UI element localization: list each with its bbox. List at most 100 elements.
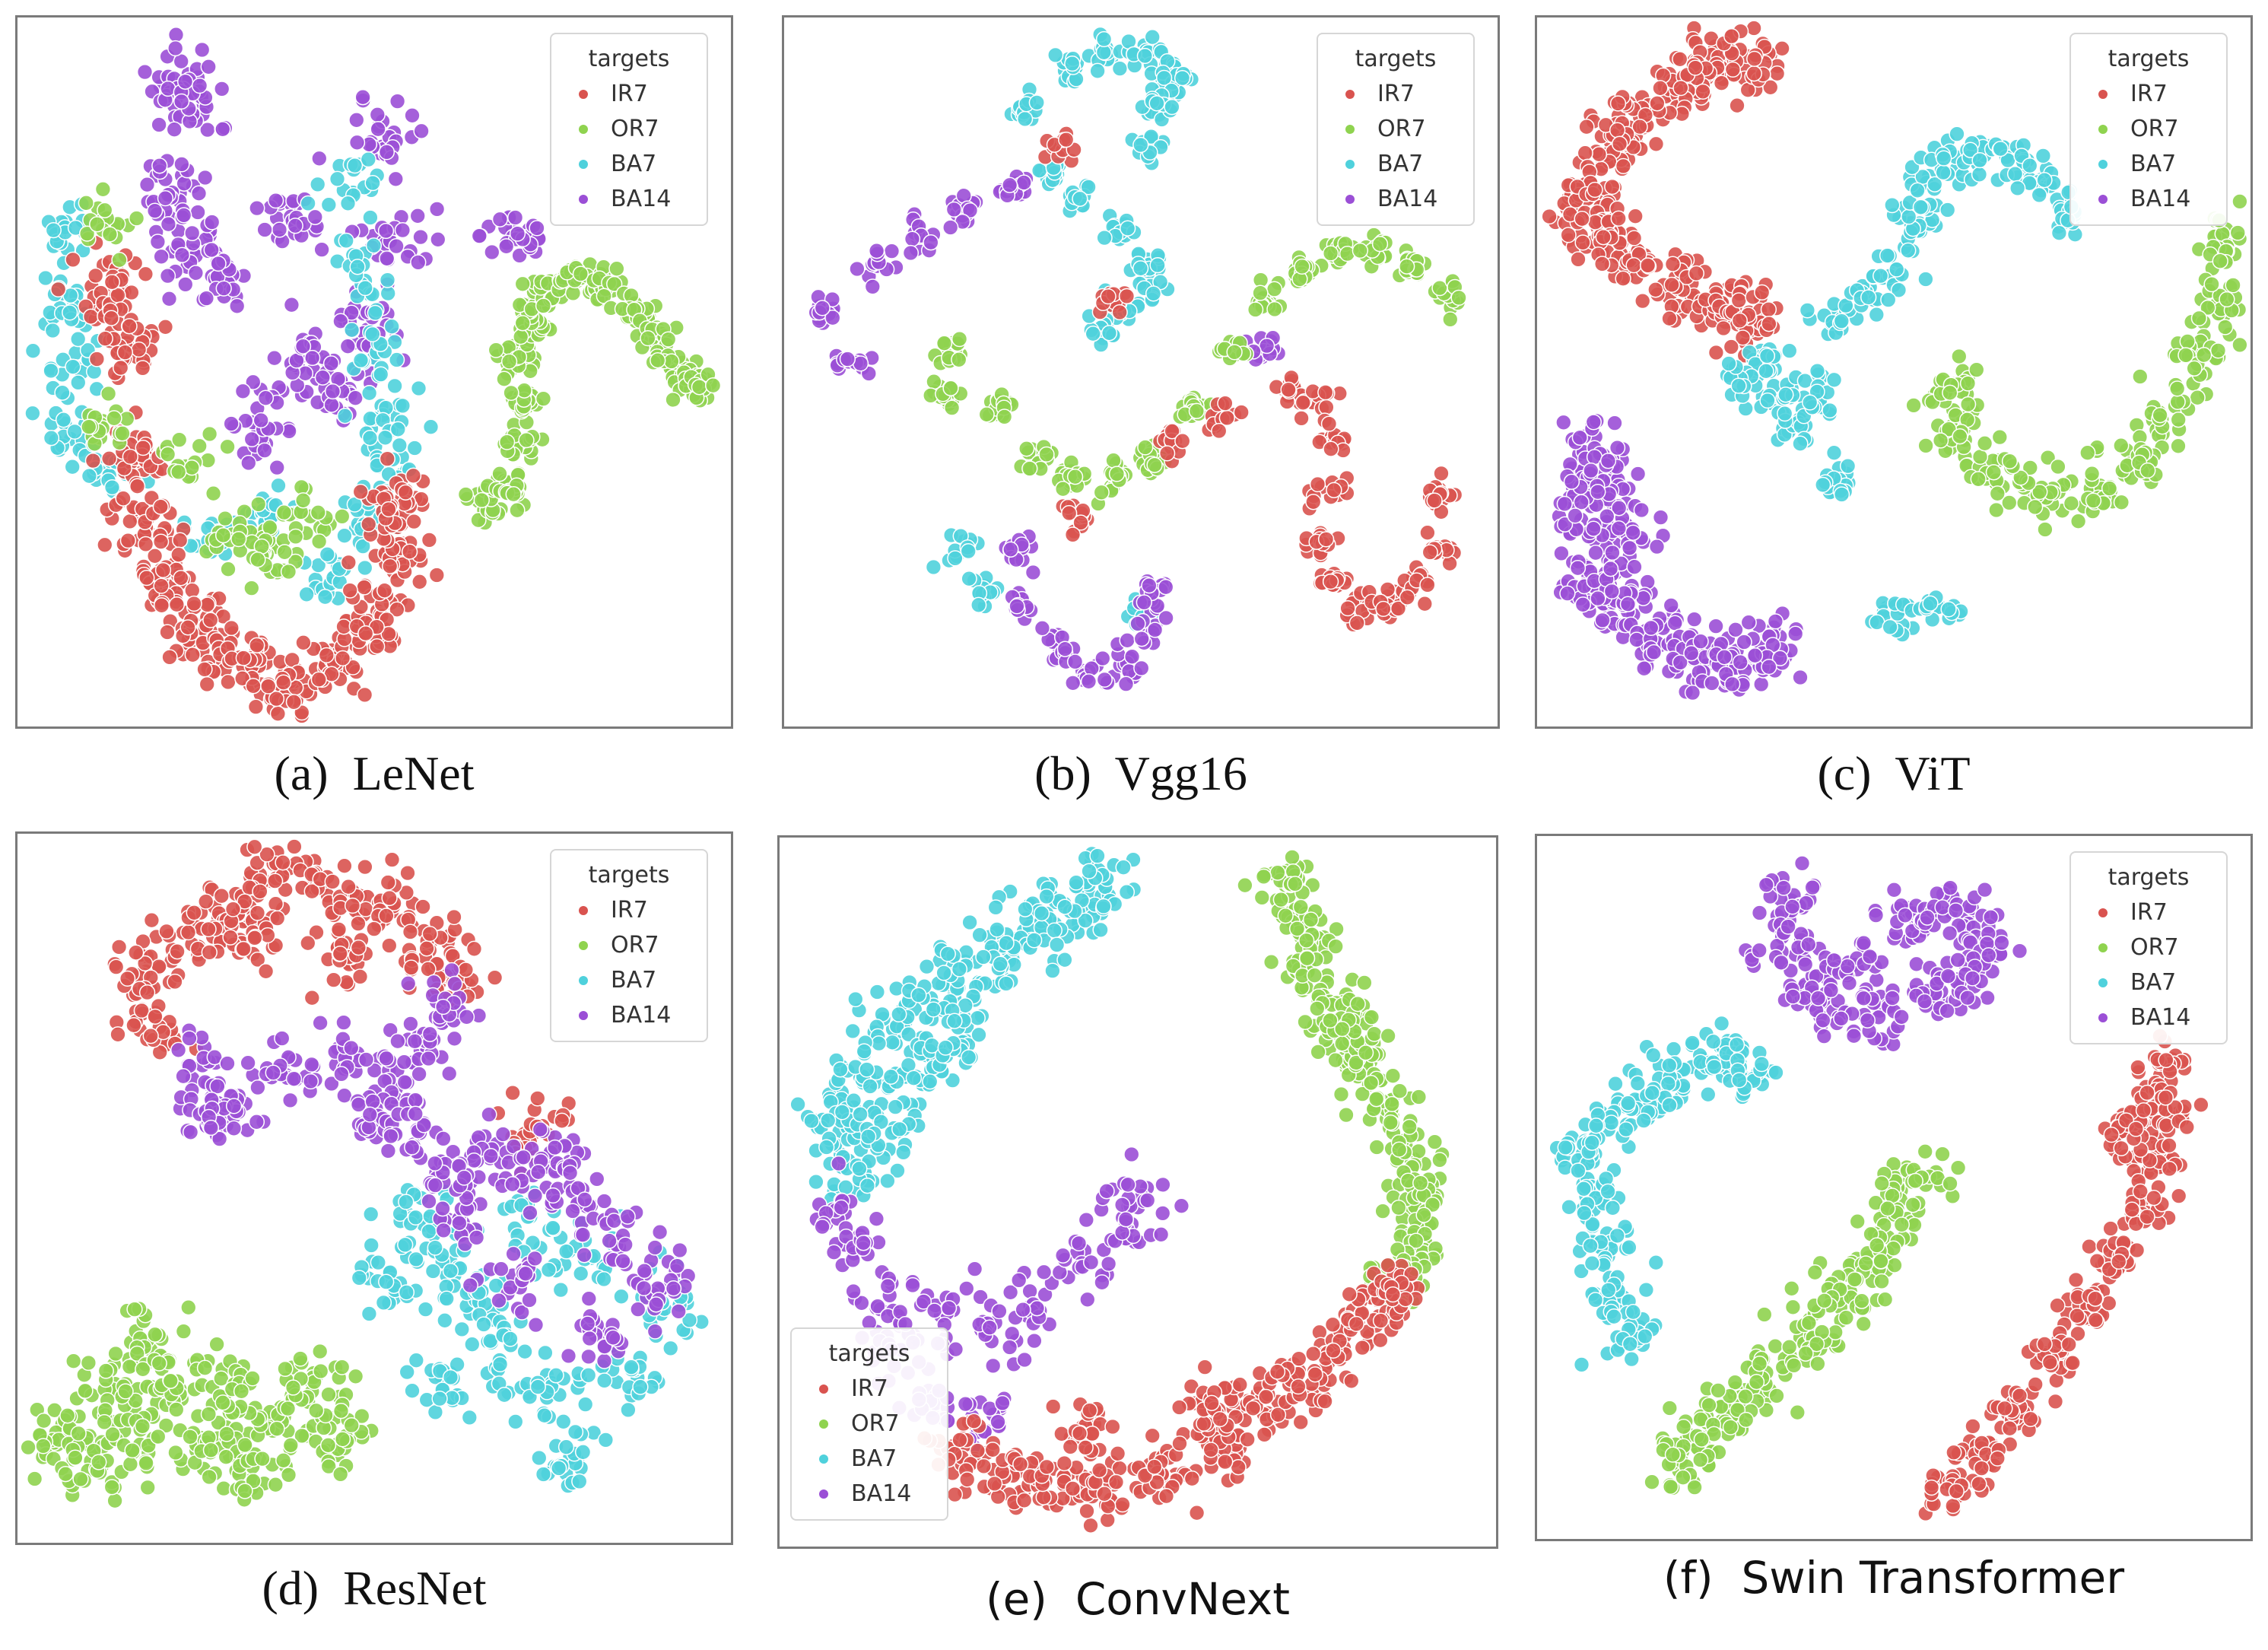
data-point-ba7 xyxy=(1949,126,1965,142)
data-point-ir7 xyxy=(1609,122,1626,138)
data-point-or7 xyxy=(606,275,623,293)
legend-marker xyxy=(2098,160,2108,169)
data-point-ir7 xyxy=(1348,615,1365,631)
data-point-ba7 xyxy=(620,1401,637,1419)
data-point-ba14 xyxy=(1633,501,1650,519)
data-point-ba7 xyxy=(81,468,98,485)
data-point-or7 xyxy=(1917,437,1934,454)
data-point-ir7 xyxy=(1713,75,1730,91)
data-point-ir7 xyxy=(1064,526,1082,543)
data-point-ba14 xyxy=(209,1078,226,1095)
data-point-ba14 xyxy=(1065,675,1082,691)
data-point-ba7 xyxy=(336,527,353,544)
data-point-ba14 xyxy=(428,201,446,218)
scatter-plot-a xyxy=(24,27,722,724)
data-point-ba14 xyxy=(1787,625,1804,642)
data-point-ba14 xyxy=(311,150,328,167)
data-point-ba14 xyxy=(149,234,167,250)
data-point-ba7 xyxy=(536,1407,553,1424)
data-point-ba14 xyxy=(868,243,885,259)
data-point-ba14 xyxy=(670,1303,687,1320)
legend-label: BA14 xyxy=(2130,186,2191,212)
data-point-ir7 xyxy=(340,554,357,571)
data-point-ba7 xyxy=(66,423,83,440)
data-point-ba7 xyxy=(535,1466,552,1483)
data-point-or7 xyxy=(2037,521,2054,538)
data-point-ir7 xyxy=(1326,482,1342,498)
data-point-or7 xyxy=(1399,258,1415,275)
data-point-ir7 xyxy=(50,281,67,298)
data-point-ir7 xyxy=(350,915,367,932)
data-point-ba7 xyxy=(364,174,381,192)
data-point-ba14 xyxy=(605,1329,621,1346)
data-point-ba7 xyxy=(397,1236,414,1254)
legend-marker xyxy=(1345,90,1355,99)
data-point-ir7 xyxy=(1672,51,1688,68)
data-point-ba14 xyxy=(580,1315,596,1332)
data-point-ba7 xyxy=(464,1336,481,1353)
data-point-ba7 xyxy=(1815,476,1831,494)
data-point-ba14 xyxy=(517,1265,534,1282)
data-point-ba7 xyxy=(378,1273,395,1290)
data-point-ir7 xyxy=(110,1026,126,1043)
data-point-ba14 xyxy=(415,1117,433,1133)
data-point-ir7 xyxy=(428,567,445,583)
data-point-ba14 xyxy=(151,116,167,133)
data-point-ba7 xyxy=(408,1251,424,1268)
data-point-or7 xyxy=(1450,289,1467,307)
data-point-ba7 xyxy=(316,589,334,606)
legend-label: OR7 xyxy=(611,116,659,142)
data-point-ba7 xyxy=(548,1367,564,1384)
data-point-ba7 xyxy=(453,1321,470,1338)
data-point-ba7 xyxy=(349,259,366,275)
data-point-or7 xyxy=(1371,236,1389,253)
data-point-ir7 xyxy=(142,1028,159,1044)
data-point-ba7 xyxy=(442,1369,459,1386)
data-point-ba14 xyxy=(1569,560,1587,577)
data-point-ba7 xyxy=(62,304,78,321)
data-point-ba14 xyxy=(546,1139,564,1156)
data-point-ba14 xyxy=(636,1262,653,1280)
data-point-ba14 xyxy=(647,1296,665,1313)
data-point-ba14 xyxy=(177,276,194,293)
data-point-ir7 xyxy=(152,533,170,550)
data-point-ba14 xyxy=(202,1119,220,1137)
data-point-or7 xyxy=(2001,453,2019,469)
data-point-ba7 xyxy=(363,1237,380,1254)
data-point-ba14 xyxy=(1609,439,1626,456)
data-point-ir7 xyxy=(369,638,386,655)
data-point-ir7 xyxy=(411,574,428,590)
data-point-ba14 xyxy=(146,202,164,219)
data-point-ir7 xyxy=(1672,79,1689,97)
data-point-ba7 xyxy=(1758,348,1776,364)
data-point-ba14 xyxy=(1583,462,1599,479)
data-point-ba7 xyxy=(376,429,394,446)
data-point-ir7 xyxy=(1687,59,1704,76)
data-point-or7 xyxy=(2177,347,2194,364)
data-point-ir7 xyxy=(202,612,219,628)
data-point-ba7 xyxy=(44,322,61,339)
data-point-ir7 xyxy=(137,536,154,553)
data-point-ir7 xyxy=(402,924,419,940)
data-point-or7 xyxy=(2139,462,2156,479)
data-point-ba14 xyxy=(1643,619,1660,637)
data-point-ir7 xyxy=(399,864,416,882)
data-point-ba14 xyxy=(1002,541,1019,558)
data-point-ba14 xyxy=(395,1054,413,1070)
data-point-ir7 xyxy=(268,690,285,707)
data-point-ba7 xyxy=(270,477,287,494)
data-point-ba14 xyxy=(271,221,288,238)
legend-b: targets IR7 OR7 BA7 BA14 xyxy=(1317,33,1475,226)
data-point-ir7 xyxy=(235,650,252,666)
data-point-ba14 xyxy=(1602,561,1619,577)
data-point-ir7 xyxy=(103,310,120,326)
data-point-ir7 xyxy=(157,319,174,335)
data-point-ir7 xyxy=(153,577,170,594)
data-point-ba14 xyxy=(1753,676,1770,693)
data-point-ba7 xyxy=(343,322,361,339)
data-point-ba7 xyxy=(531,1449,548,1467)
legend-entry-or7: OR7 xyxy=(1335,112,1456,147)
data-point-or7 xyxy=(2203,275,2220,293)
data-point-ir7 xyxy=(1218,409,1235,427)
data-point-ir7 xyxy=(330,921,348,938)
